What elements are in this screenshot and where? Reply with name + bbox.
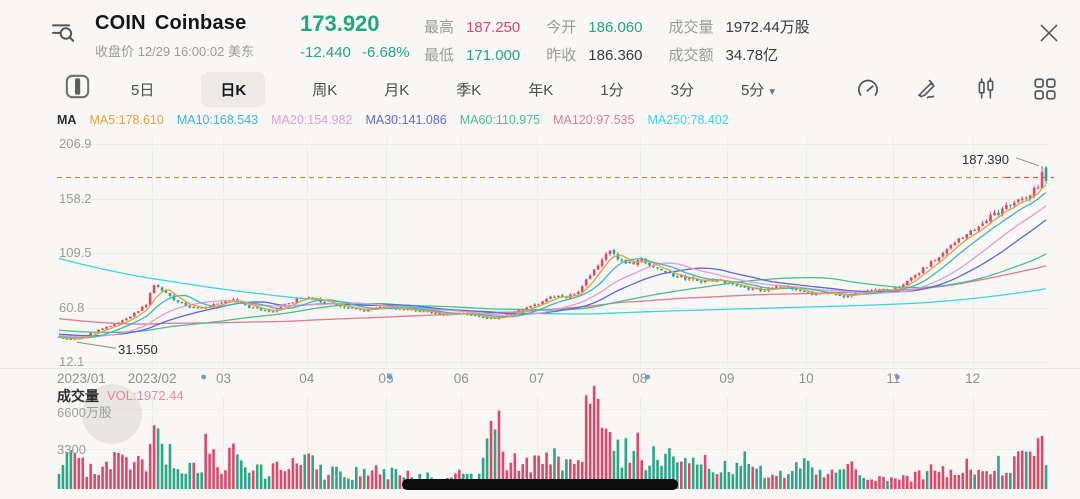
price-change: -12.440 -6.68% [300, 44, 410, 61]
x-axis-tick-8: 09 [719, 371, 735, 386]
stat-4: 成交量 1972.44万股 [669, 16, 810, 37]
grid-icon[interactable] [1032, 76, 1058, 102]
tab-周K[interactable]: 周K [312, 81, 338, 99]
tab-1分[interactable]: 1分 [600, 81, 624, 99]
candlestick-icon[interactable] [973, 76, 999, 102]
y-axis-tick-3: 60.8 [59, 299, 85, 315]
symbol: COIN [95, 12, 146, 34]
stat-value: 171.000 [466, 47, 521, 64]
stat-value: 34.78亿 [725, 47, 779, 64]
y-axis-tick-4: 12.1 [59, 354, 85, 369]
stat-0: 最高 187.250 [424, 16, 520, 37]
stat-label: 今开 [546, 19, 577, 36]
tab-月K[interactable]: 月K [384, 81, 410, 99]
ma-legend-item-1: MA10:168.543 [176, 113, 259, 127]
stat-5: 成交额 34.78亿 [669, 44, 810, 65]
x-axis-tick-1: 2023/02 [127, 371, 177, 386]
tab-年K[interactable]: 年K [528, 81, 554, 99]
ma-legend-item-6: MA250:78.402 [647, 113, 729, 127]
volume-title: 成交量 [57, 388, 99, 404]
x-axis-tick-11: 12 [965, 371, 981, 386]
y-axis-tick-1: 158.2 [59, 190, 92, 206]
logo-watermark [82, 384, 142, 444]
x-axis-tick-7: 08 [632, 371, 648, 386]
tab-5日[interactable]: 5日 [131, 81, 155, 99]
close-icon[interactable] [1036, 20, 1062, 51]
stat-3: 昨收 186.360 [546, 44, 642, 65]
chevron-down-icon: ▼ [767, 86, 778, 98]
volume-tick-1: 3300 [57, 442, 86, 457]
stat-1: 最低 171.000 [424, 44, 520, 65]
ma-legend-item-5: MA120:97.535 [553, 113, 635, 127]
search-list-icon[interactable] [48, 16, 78, 51]
stat-label: 昨收 [546, 47, 577, 64]
period-tabs: 5日 日K 周K 月K 季K 年K 1分 3分 5分 ▼ [131, 71, 778, 107]
tab-3分[interactable]: 3分 [670, 81, 694, 99]
quote-stats: 最高 187.250 最低 171.000 今开 186.060 昨收 186.360 成交量 1… [424, 16, 810, 65]
ma-legend-item-3: MA30:141.086 [365, 113, 447, 127]
ma-legend: MA MA5:178.610 MA10:168.543 MA20:154.982 MA3… [57, 113, 729, 127]
tab-季K[interactable]: 季K [456, 81, 482, 99]
stat-2: 今开 186.060 [546, 16, 642, 37]
tab-日K[interactable]: 日K [201, 71, 266, 107]
x-axis-tick-5: 06 [453, 371, 469, 386]
stat-value: 187.250 [466, 19, 521, 36]
company-name: Coinbase [154, 12, 247, 34]
tab-5分[interactable]: 5分 ▼ [740, 81, 778, 99]
x-axis-tick-6: 07 [529, 371, 545, 386]
x-axis-tick-2: 03 [215, 371, 231, 386]
stat-label: 成交量 [668, 19, 714, 36]
layout-panel-icon[interactable] [64, 73, 91, 105]
stat-value: 186.360 [588, 47, 643, 64]
ma-legend-item-0: MA5:178.610 [89, 113, 164, 127]
ma-legend-item-4: MA60:110.975 [459, 113, 541, 127]
change-amount: -12.440 [300, 44, 351, 61]
last-price: 173.920 [300, 11, 380, 36]
volume-value: VOL:1972.44 [107, 388, 184, 403]
x-axis-tick-3: 04 [299, 371, 315, 386]
stat-value: 186.060 [588, 19, 643, 36]
toolbar-icons [855, 76, 1058, 102]
session-info: 收盘价 12/29 16:00:02 美东 [95, 44, 254, 59]
year-high-label: 187.390 [962, 151, 1009, 167]
ma-prefix: MA [57, 113, 77, 127]
stat-label: 最高 [424, 19, 455, 36]
volume-tick-0: 6600万股 [57, 405, 112, 420]
year-low-label: 31.550 [118, 342, 158, 358]
x-axis-tick-9: 10 [798, 371, 814, 386]
x-axis-tick-10: 11 [886, 371, 901, 386]
change-percent: -6.68% [362, 44, 410, 61]
stat-label: 成交额 [668, 47, 714, 64]
ma-legend-item-2: MA20:154.982 [271, 113, 353, 127]
gauge-icon[interactable] [855, 76, 881, 102]
page-title: COIN Coinbase [95, 12, 254, 35]
y-axis-tick-2: 109.5 [59, 245, 92, 260]
stat-label: 最低 [424, 47, 455, 64]
y-axis-tick-0: 206.9 [59, 136, 92, 151]
x-axis-tick-4: 05 [378, 371, 394, 386]
stat-value: 1972.44万股 [725, 19, 810, 36]
x-axis-tick-0: 2023/01 [57, 371, 106, 386]
bottom-black-bar [402, 479, 678, 490]
draw-icon[interactable] [914, 76, 940, 102]
